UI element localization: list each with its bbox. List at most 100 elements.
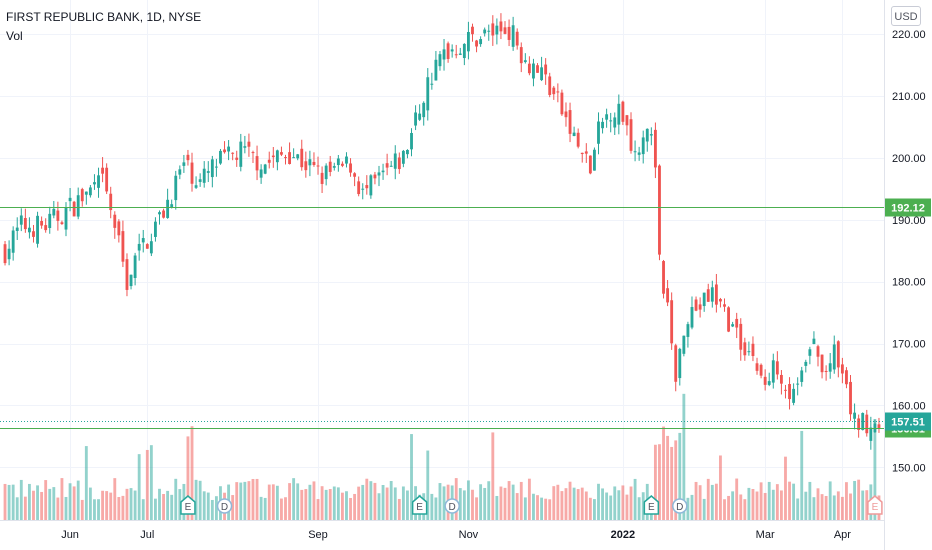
candle-body [475,40,478,47]
candle-body [743,342,747,356]
candle-body [694,299,698,311]
candle-body [865,414,869,434]
currency-button[interactable]: USD [891,6,921,26]
candle-body [117,221,121,236]
volume-bar [710,484,714,520]
volume-bar [385,487,389,520]
candle-body [80,189,84,202]
candle-body [345,156,348,164]
candle-body [836,341,840,368]
svg-text:D: D [449,502,456,513]
x-tick-label: Jul [140,529,154,541]
candle-body [361,188,365,190]
volume-bar [796,498,800,520]
svg-text:E: E [185,502,192,513]
volume-bar [690,494,694,520]
volume-bar [377,493,381,520]
volume-bar [340,492,344,520]
candle-body [137,243,141,251]
candle-body [576,132,580,147]
x-tick-label: 2022 [611,529,635,541]
volume-bar [544,498,548,520]
candle-body [109,193,113,211]
candle-body [666,288,670,303]
y-tick-label: 200.00 [892,153,926,165]
volume-bar [389,481,393,520]
candle-body [735,318,739,328]
y-tick-label: 220.00 [892,29,926,41]
candle-body [706,289,710,302]
candle-body [113,214,117,228]
candle-body [328,161,332,172]
volume-bar [731,491,735,520]
volume-bar [755,491,759,520]
volume-bar [515,493,519,520]
candle-body [308,159,312,166]
volume-bar [105,491,109,520]
volume-bar [259,496,263,520]
volume-bar [353,493,357,520]
candle-body [349,163,352,173]
time-axis[interactable]: Jun Jul Sep Nov 2022 Mar Apr [61,529,851,541]
volume-bar [206,492,210,520]
candle-body [223,149,226,153]
candle-body [275,150,279,163]
volume-bar [475,497,478,520]
candle-body [804,361,808,366]
earnings-marker-icon[interactable]: E [180,495,196,515]
volume-bar [304,489,308,520]
volume-bar [174,478,178,520]
volume-bar [511,484,515,520]
volume-bar [80,499,84,520]
candle-body [702,292,706,307]
dividend-marker-icon[interactable]: D [444,498,460,514]
candle-body [194,185,198,188]
x-tick-label: Jun [61,529,79,541]
candle-body [572,132,576,137]
candle-body [426,77,430,111]
candle-body [519,47,523,64]
volume-bar [145,449,149,520]
volume-bar [202,491,206,520]
candle-body [340,163,344,166]
volume-bar [84,446,88,520]
candle-body [60,222,64,225]
candle-body [759,364,763,376]
candle-body [162,210,165,218]
last-price-label: 157.51 [891,417,925,429]
volume-bar [779,490,783,520]
dividend-marker-icon[interactable]: D [672,498,688,514]
volume-bar [64,496,68,520]
candle-body [182,162,186,166]
candle-body [605,114,609,120]
y-tick-label: 170.00 [892,339,926,351]
volume-bar [759,482,763,520]
earnings-marker-icon[interactable]: E [643,495,660,515]
candle-body [32,231,35,237]
volume-bar [820,494,824,520]
earnings-marker-icon[interactable]: E [867,495,883,515]
candle-body [670,300,674,344]
volume-bar [702,498,706,520]
candle-body [48,213,52,229]
volume-bar [727,495,730,520]
candle-body [174,175,178,201]
candle-body [393,153,397,169]
candle-body [710,287,714,302]
volume-bar [117,497,121,520]
volume-bar [471,489,474,520]
earnings-marker-icon[interactable]: E [411,495,428,515]
svg-text:D: D [676,502,683,513]
dividend-marker-icon[interactable]: D [216,498,233,514]
volume-bar [324,489,328,520]
candle-body [154,221,157,237]
horizontal-lines[interactable] [0,207,884,429]
candle-body [227,146,231,152]
volume-bar [336,487,340,520]
candle-body [389,165,393,167]
volume-bar [808,481,812,520]
price-axis[interactable]: 192.12156.31157.51150.00160.00170.00180.… [885,29,931,474]
